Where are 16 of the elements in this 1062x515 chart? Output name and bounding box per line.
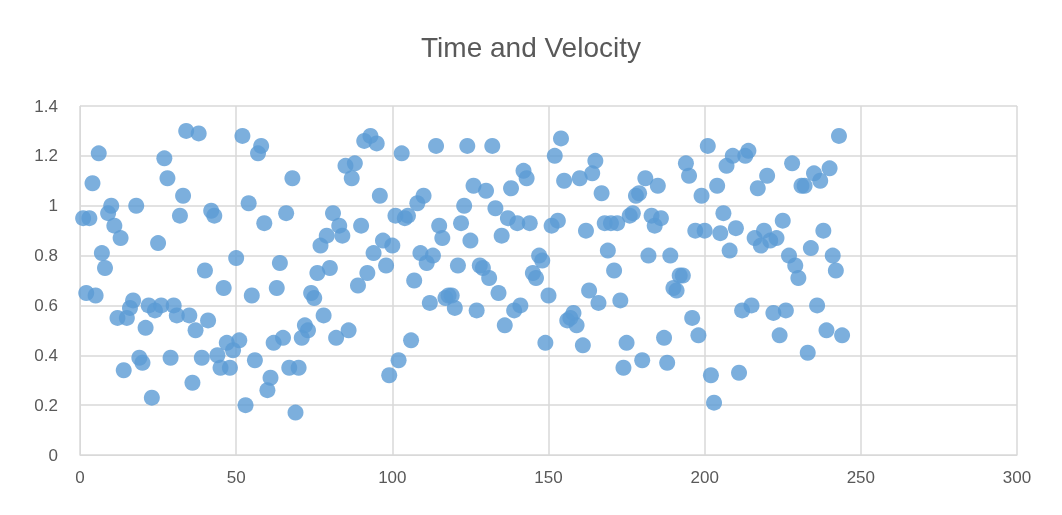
- x-tick-label: 100: [378, 468, 407, 487]
- x-tick-label: 250: [846, 468, 876, 487]
- y-tick-label: 1: [48, 196, 58, 216]
- x-tick-label: 300: [1002, 468, 1032, 487]
- x-tick-label: 50: [226, 468, 246, 487]
- y-tick-label: 1.4: [34, 96, 58, 116]
- x-tick-label: 0: [75, 468, 85, 487]
- y-tick-label: 0: [48, 445, 58, 465]
- y-tick-label: 0.8: [34, 246, 58, 266]
- x-tick-label: 150: [534, 468, 563, 487]
- y-tick-label: 0.6: [34, 295, 58, 315]
- y-tick-label: 0.2: [34, 395, 58, 415]
- y-tick-label: 1.2: [34, 146, 58, 166]
- chart-title: Time and Velocity: [421, 31, 641, 63]
- y-tick-label: 0.4: [34, 345, 58, 365]
- x-tick-label: 200: [690, 468, 719, 487]
